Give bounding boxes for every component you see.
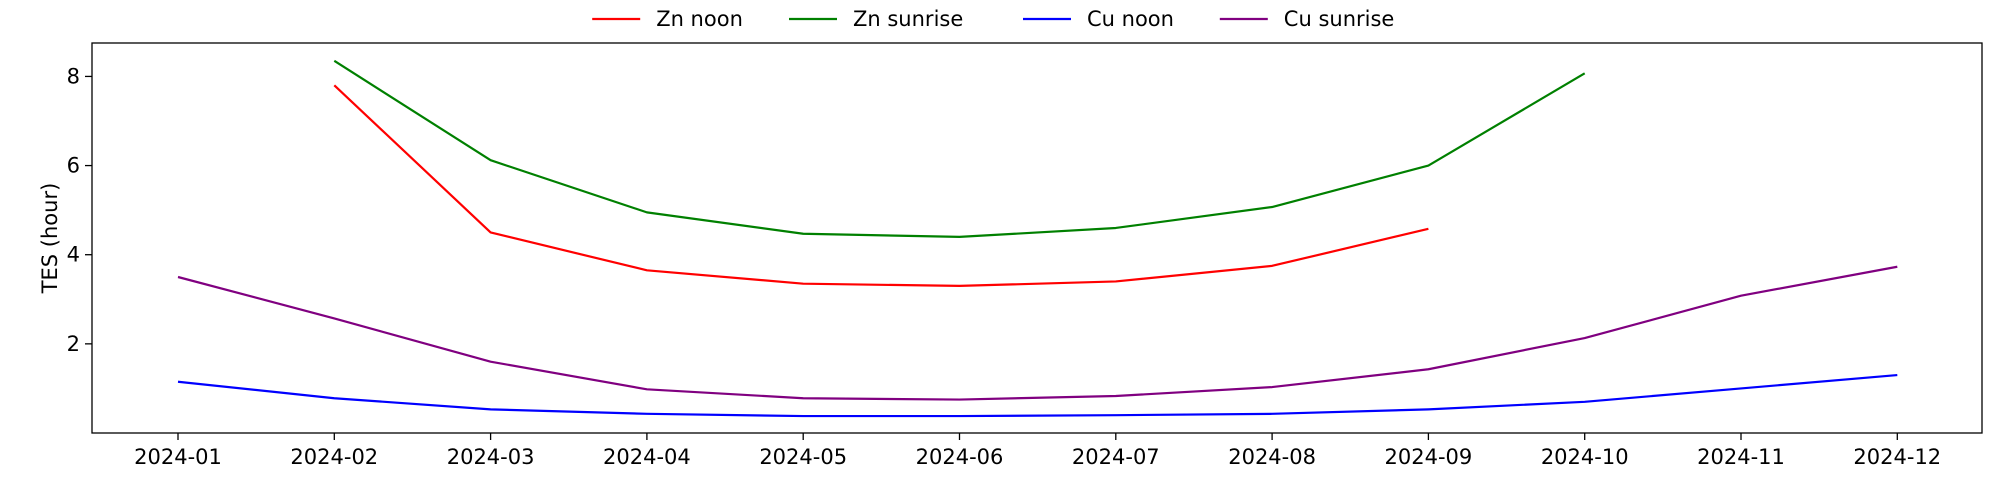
x-tick-label: 2024-02 <box>290 445 378 469</box>
legend-label: Cu sunrise <box>1284 7 1395 31</box>
x-tick-label: 2024-12 <box>1853 445 1941 469</box>
legend-label: Cu noon <box>1087 7 1174 31</box>
x-tick-label: 2024-09 <box>1385 445 1473 469</box>
x-tick-label: 2024-01 <box>134 445 222 469</box>
series-line <box>333 84 1429 288</box>
legend-item: Zn noon <box>592 7 743 31</box>
x-tick-label: 2024-11 <box>1697 445 1785 469</box>
x-tick-label: 2024-06 <box>916 445 1004 469</box>
y-tick-label: 8 <box>67 64 80 88</box>
series-line <box>177 373 1898 418</box>
y-tick-label: 4 <box>67 243 80 267</box>
x-tick-label: 2024-05 <box>759 445 847 469</box>
x-tick-label: 2024-07 <box>1072 445 1160 469</box>
series-cu-sunrise <box>177 265 1898 401</box>
series-zn-sunrise <box>333 59 1586 238</box>
series-cu-noon <box>177 373 1898 418</box>
x-tick-label: 2024-08 <box>1228 445 1316 469</box>
legend-item: Cu sunrise <box>1219 7 1395 31</box>
x-tick-label: 2024-04 <box>603 445 691 469</box>
series-zn-noon <box>333 84 1429 288</box>
y-tick-label: 2 <box>67 332 80 356</box>
plot-frame <box>91 42 1983 434</box>
legend-item: Cu noon <box>1023 7 1174 31</box>
legend: Zn noon Zn sunrise Cu noon Cu sunrise <box>592 7 1394 31</box>
series-line <box>177 265 1898 401</box>
axes: 2024-01 2024-02 2024-03 2024-04 2024-05 2024-… <box>67 42 1983 469</box>
y-tick-label: 6 <box>67 154 80 178</box>
x-tick-label: 2024-10 <box>1541 445 1629 469</box>
legend-label: Zn noon <box>656 7 743 31</box>
y-axis-label: TES (hour) <box>38 183 62 295</box>
series-line <box>333 59 1586 238</box>
x-tick-label: 2024-03 <box>447 445 535 469</box>
legend-item: Zn sunrise <box>789 7 963 31</box>
legend-label: Zn sunrise <box>853 7 963 31</box>
plot-area <box>177 59 1898 418</box>
